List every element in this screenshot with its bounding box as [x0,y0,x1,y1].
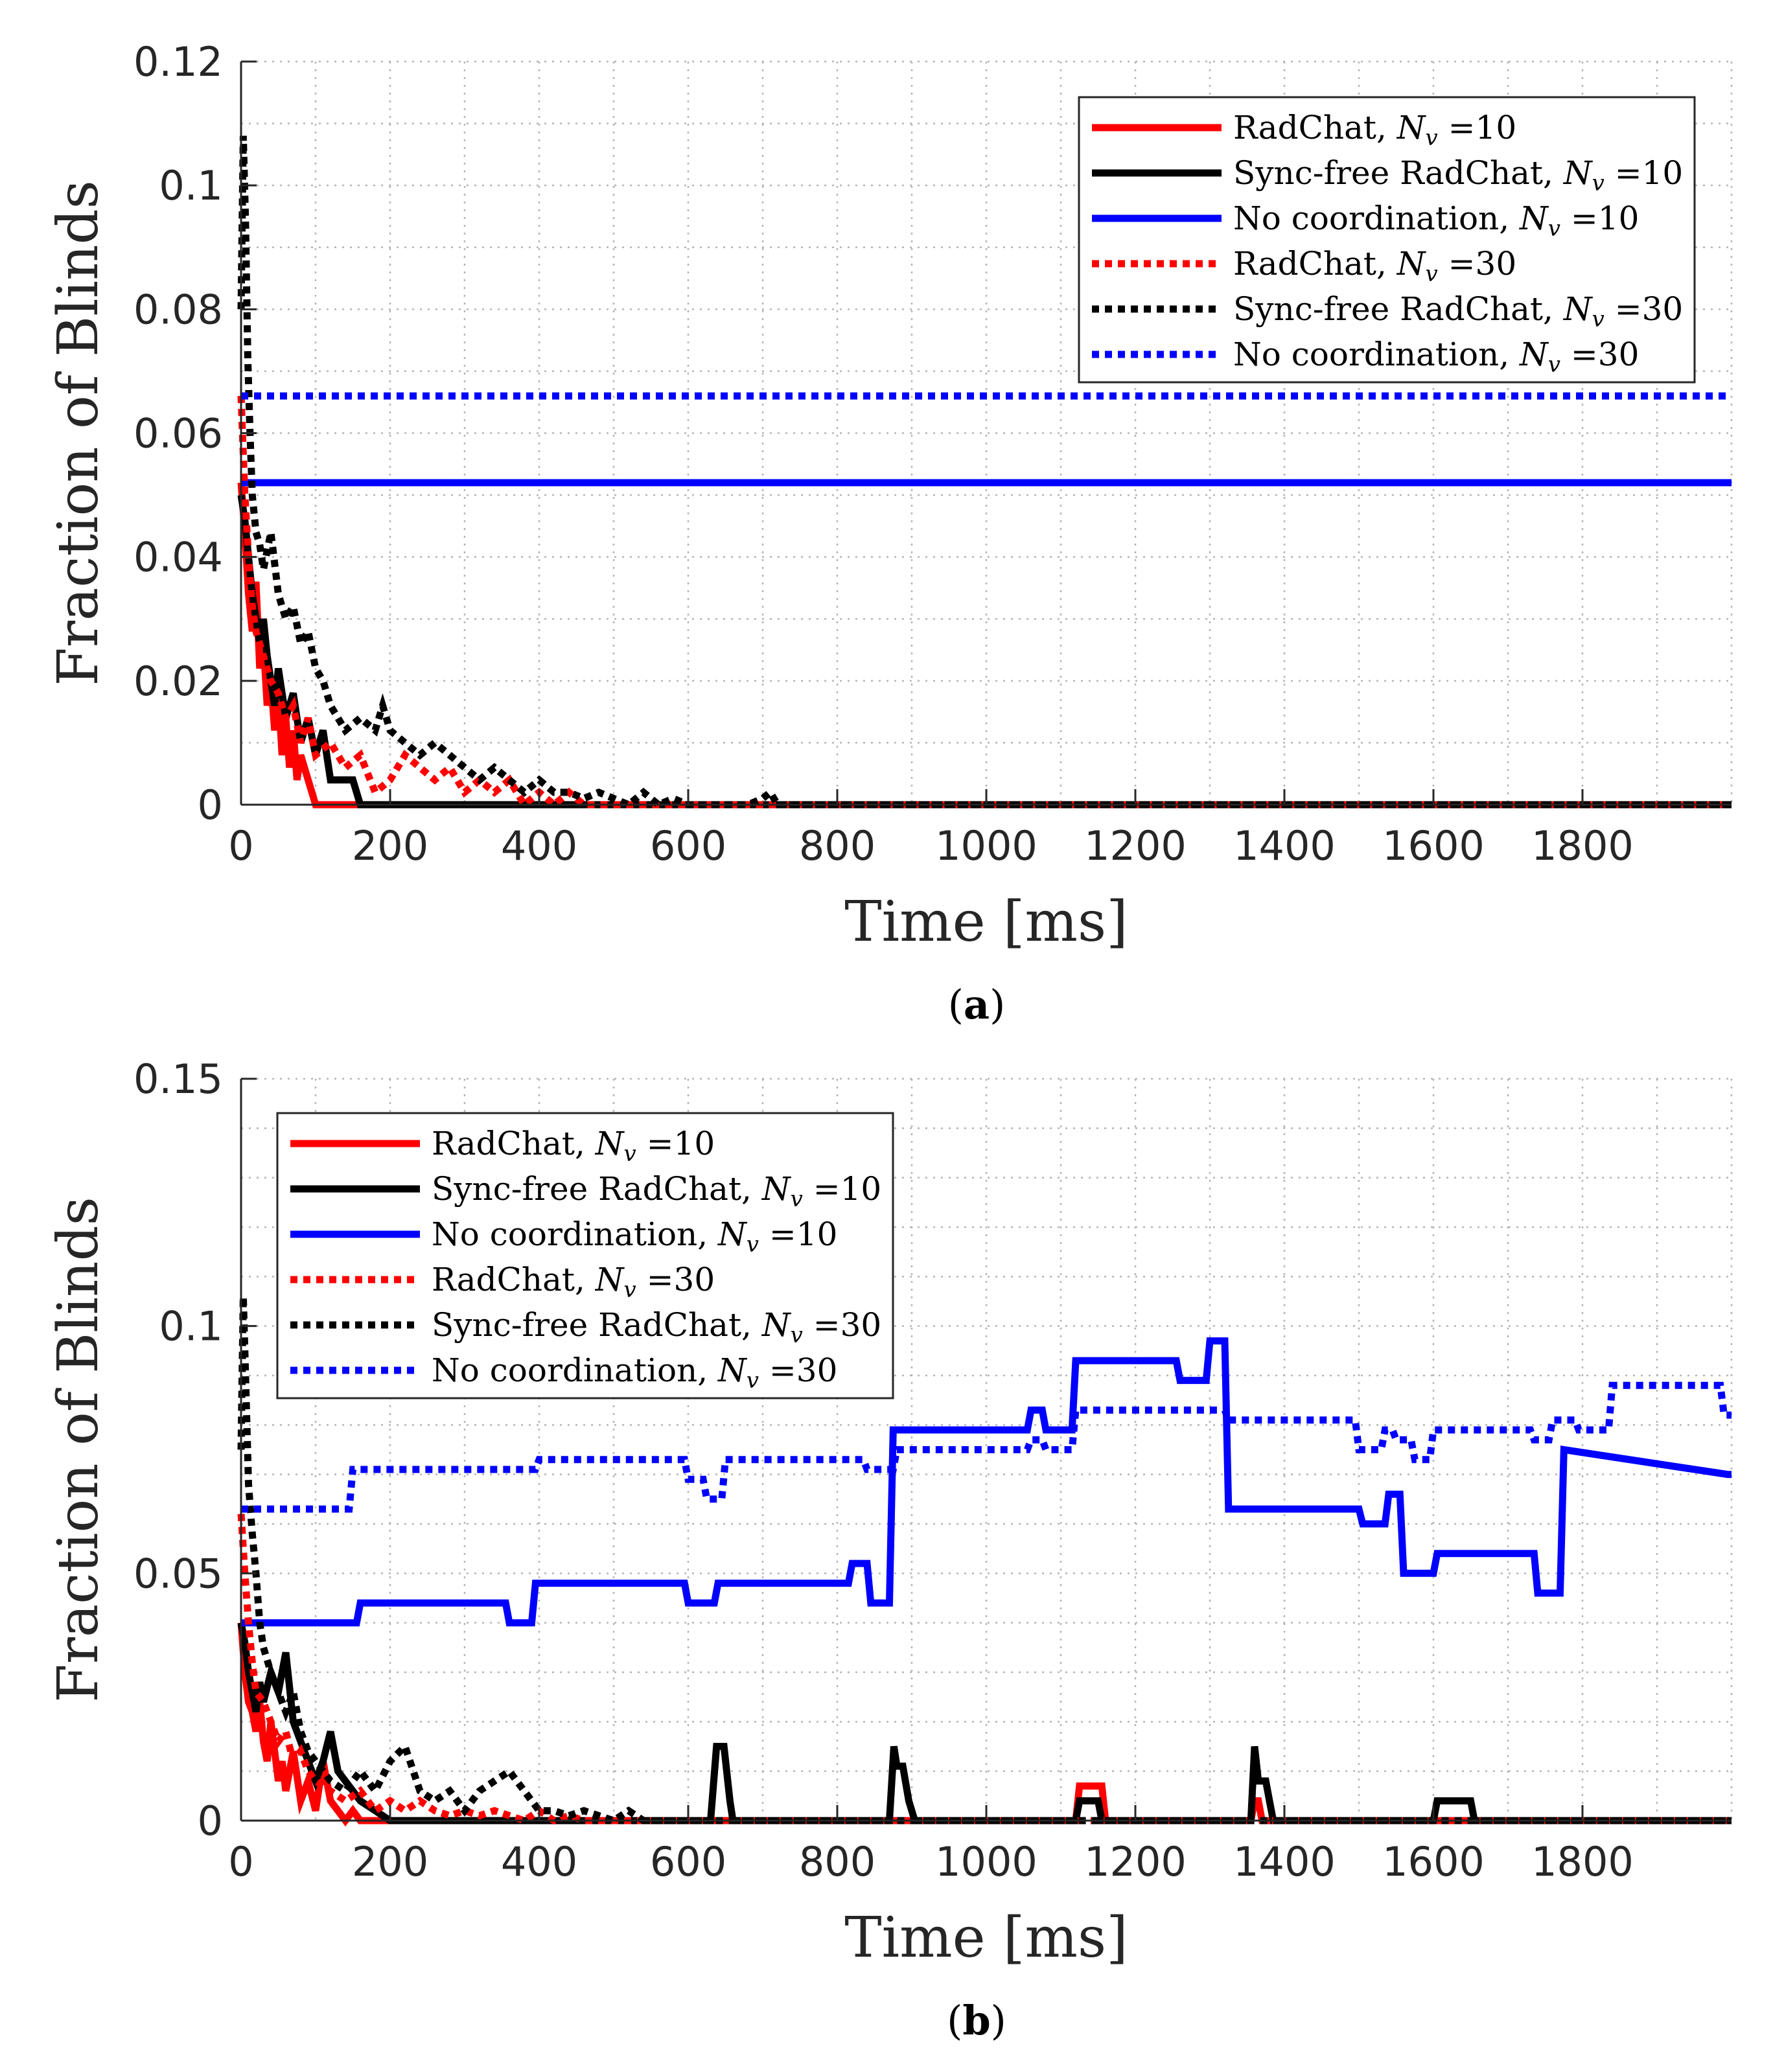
chart-panel-a: 0 200 400 600 800 1000 1200 1400 1600 1800 0 0.02 0.… [46,38,1733,1028]
x-tick-label: 1800 [1531,822,1634,869]
series-line-4 [237,1514,1732,1825]
legend-label-1: RadChat, Nv =10 [432,1125,715,1167]
series-line-6 [241,1381,1732,1513]
x-axis-title: Time [ms] [844,1905,1128,1970]
series-line-2 [237,1622,1732,1825]
y-tick-label: 0.04 [133,534,223,581]
y-tick-label: 0.06 [133,410,223,457]
x-tick-label: 800 [799,1838,875,1885]
x-tick-label: 1400 [1233,1838,1336,1885]
y-tick-label: 0.15 [133,1055,223,1103]
x-tick-label: 600 [650,1838,726,1885]
x-tick-label: 400 [501,822,577,869]
y-axis-title: Fraction of Blinds [46,1197,111,1703]
y-tick-label: 0 [198,1797,223,1845]
y-tick-label: 0.02 [133,658,223,705]
x-axis-title: Time [ms] [844,890,1128,954]
x-tick-label: 0 [228,822,253,869]
series-line-1 [237,482,1732,809]
y-tick-label: 0 [198,781,223,829]
legend-box [276,1112,894,1399]
legend-label-6: No coordination, Nv =30 [1233,336,1639,378]
x-tick-label: 1200 [1084,1838,1187,1885]
x-tick-label: 1800 [1531,1838,1634,1885]
legend-label-1: RadChat, Nv =10 [1233,109,1516,151]
series-line-1 [237,1622,1732,1827]
legend-label-5: Sync-free RadChat, Nv =30 [1233,290,1683,332]
y-axis-title: Fraction of Blinds [46,180,111,686]
chart-panel-b: 0 200 400 600 800 1000 1200 1400 1600 1800 0 0.05 0.… [46,1055,1733,2044]
x-tick-label: 1000 [935,1838,1037,1885]
x-tick-label: 1600 [1382,822,1485,869]
panel-caption: (a) [948,981,1006,1028]
legend-label-5: Sync-free RadChat, Nv =30 [432,1306,881,1348]
legend-label-2: Sync-free RadChat, Nv =10 [1233,154,1683,196]
y-tick-label: 0.1 [159,162,223,209]
y-tick-label: 0.12 [133,38,223,86]
y-tick-label: 0.08 [133,286,223,333]
series-line-4 [237,395,1732,811]
x-tick-label: 0 [228,1838,253,1885]
x-tick-label: 1200 [1084,822,1187,869]
legend-label-6: No coordination, Nv =30 [432,1352,837,1394]
legend-label-4: RadChat, Nv =30 [1233,245,1516,287]
legend-label-3: No coordination, Nv =10 [432,1215,837,1258]
x-tick-label: 1400 [1233,822,1336,869]
y-tick-label: 0.05 [133,1550,223,1597]
x-tick-label: 200 [352,822,428,869]
x-tick-label: 1000 [935,822,1037,869]
legend-label-4: RadChat, Nv =30 [432,1261,715,1303]
legend-label-2: Sync-free RadChat, Nv =10 [432,1170,881,1212]
x-tick-label: 400 [501,1838,577,1885]
x-tick-label: 600 [650,822,726,869]
series-line-5 [237,1296,1732,1825]
y-tick-label: 0.1 [159,1303,223,1350]
legend-box [1078,96,1696,384]
series-group [237,135,1732,811]
legend-label-3: No coordination, Nv =10 [1233,200,1639,242]
x-tick-label: 1600 [1382,1838,1485,1885]
x-tick-label: 800 [799,822,875,869]
panel-caption: (b) [947,1997,1006,2044]
series-line-5 [237,135,1732,809]
series-group [237,1296,1732,1827]
x-tick-label: 200 [352,1838,428,1885]
series-line-2 [237,494,1732,809]
